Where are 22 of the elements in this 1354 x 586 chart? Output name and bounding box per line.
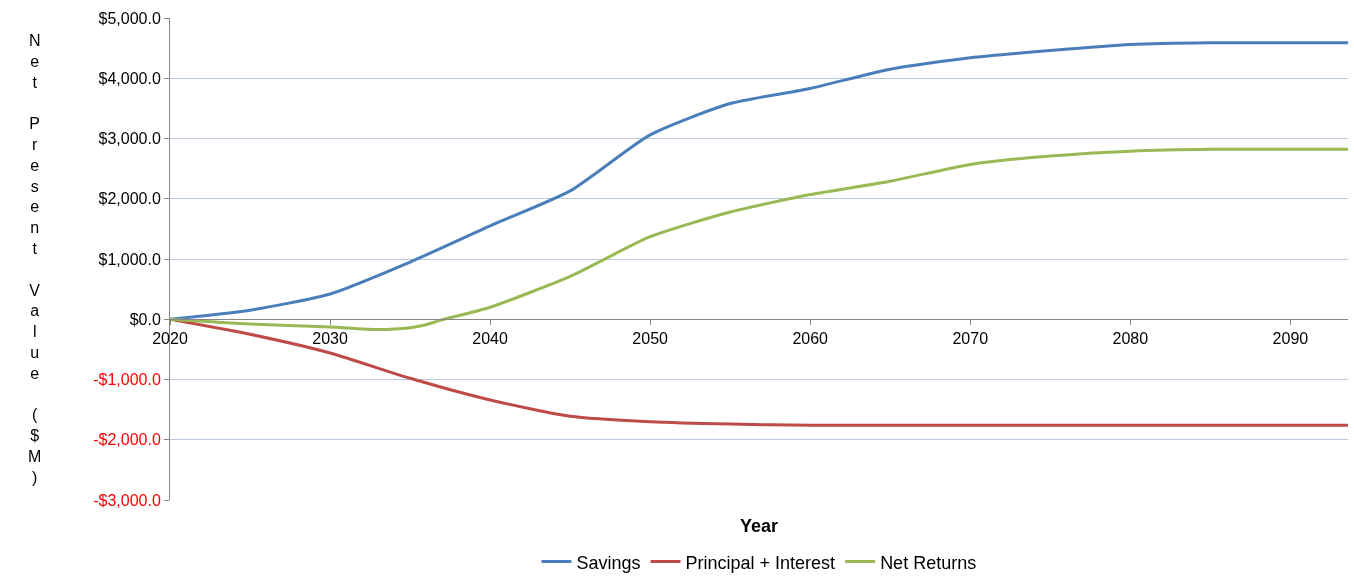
y-tick-label: $5,000.0 [98, 9, 161, 27]
y-tick-label: $2,000.0 [98, 190, 161, 208]
x-tick-label: 2090 [1272, 330, 1309, 348]
y-tick-label: $3,000.0 [98, 130, 161, 148]
text: Net Present Value ($M) [28, 32, 42, 486]
x-tick-label: 2060 [792, 330, 829, 348]
y-tick-label: $1,000.0 [98, 250, 161, 268]
y-tick-label: -$3,000.0 [93, 491, 161, 509]
legend-label: Net Returns [880, 552, 977, 573]
x-tick-label: 2070 [952, 330, 989, 348]
y-tick-label: $0.0 [129, 310, 161, 328]
x-tick-label: 2050 [632, 330, 669, 348]
y-tick-label: -$2,000.0 [93, 431, 161, 449]
x-tick-label: 2080 [1112, 330, 1149, 348]
y-tick-label: $4,000.0 [98, 69, 161, 87]
x-axis-title: Year [740, 516, 779, 536]
x-tick-label: 2030 [312, 330, 348, 348]
legend-label: Savings [576, 552, 641, 573]
x-tick-label: 2040 [472, 330, 509, 348]
y-tick-label: -$1,000.0 [93, 371, 161, 389]
legend-label: Principal + Interest [685, 552, 836, 573]
x-tick-label: 2020 [152, 330, 188, 348]
